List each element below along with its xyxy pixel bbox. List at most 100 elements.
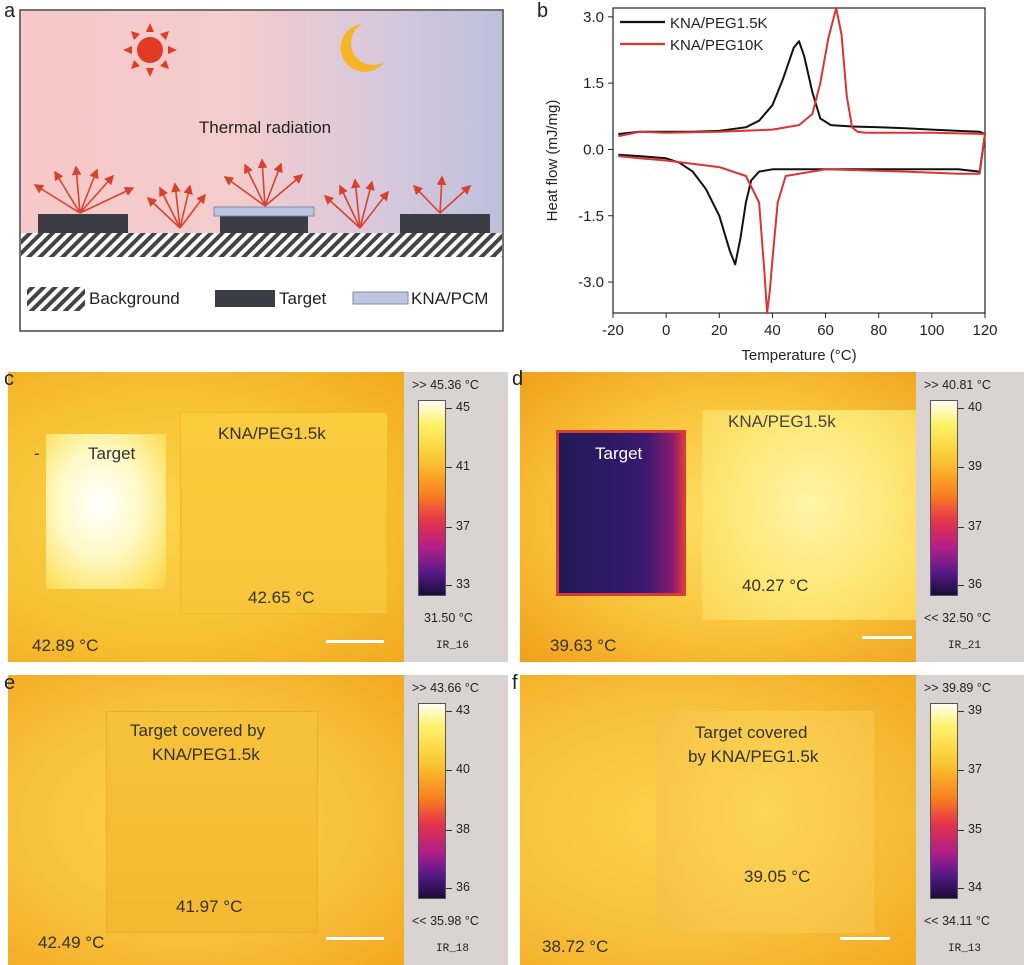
x-tick-label: 20 — [711, 322, 728, 339]
x-tick-label: 40 — [764, 322, 781, 339]
color-bar — [930, 703, 958, 899]
x-tick-label: 100 — [919, 322, 944, 339]
scale-tick-label: 36 — [968, 577, 982, 591]
ir-panel-c: Target KNA/PEG1.5k 42.65 °C 42.89 °C - >> 45.… — [8, 372, 508, 662]
scale-tick-label: 38 — [456, 822, 470, 836]
scale-tick-label: 40 — [968, 400, 982, 414]
overlay-label-line2: by KNA/PEG1.5k — [688, 747, 819, 766]
scale-tick-label: 37 — [968, 762, 982, 776]
y-tick-label: 3.0 — [583, 9, 604, 26]
y-axis-label: Heat flow (mJ/mg) — [544, 100, 561, 222]
scale-tick-mark — [446, 527, 452, 528]
scale-bar — [840, 937, 890, 940]
panel-label-f: f — [512, 672, 518, 694]
scale-tick-mark — [446, 408, 452, 409]
moon-icon — [340, 24, 384, 72]
overlay-label-line1: Target covered — [695, 723, 808, 742]
scale-tick-mark — [958, 527, 964, 528]
scale-tick-label: 40 — [456, 762, 470, 776]
spot-temperature: 42.89 °C — [32, 636, 99, 655]
color-bar — [930, 400, 958, 596]
x-tick-label: 120 — [972, 322, 997, 339]
color-bar — [418, 400, 446, 596]
panel-a-schematic: Thermal radiation — [19, 9, 504, 332]
legend-background-label: Background — [89, 289, 180, 308]
spot-temperature: 42.49 °C — [38, 933, 105, 952]
sun-icon — [123, 23, 177, 77]
legend-label-2: KNA/PEG10K — [670, 37, 763, 54]
color-bar — [418, 703, 446, 899]
scale-max-label: >> 45.36 °C — [412, 378, 479, 392]
spot-temperature: 39.63 °C — [550, 636, 617, 655]
scale-max-label: >> 39.89 °C — [924, 681, 991, 695]
x-tick-label: 80 — [870, 322, 887, 339]
scale-tick-mark — [446, 711, 452, 712]
scale-tick-mark — [446, 585, 452, 586]
target-region — [106, 711, 318, 933]
target-region — [556, 430, 686, 596]
region-temperature: 41.97 °C — [176, 897, 243, 916]
marker-dash: - — [34, 444, 40, 463]
scale-tick-label: 33 — [456, 577, 470, 591]
scale-tick-label: 37 — [968, 519, 982, 533]
panel-label-a: a — [4, 0, 16, 22]
y-tick-label: -1.5 — [578, 208, 604, 225]
scale-tick-mark — [446, 830, 452, 831]
scale-tick-mark — [958, 711, 964, 712]
scale-tick-label: 39 — [968, 703, 982, 717]
image-id-label: IR_18 — [436, 943, 470, 955]
target-block-left — [38, 214, 128, 234]
series-line-2 — [618, 7, 986, 314]
scale-min-label: << 34.11 °C — [924, 914, 990, 928]
panel-label-d: d — [512, 368, 524, 390]
scale-tick-mark — [958, 467, 964, 468]
image-id-label: IR_13 — [948, 943, 982, 955]
spot-temperature: 38.72 °C — [542, 937, 609, 956]
y-tick-label: -3.0 — [578, 274, 604, 291]
thermal-image: Target KNA/PEG1.5k 40.27 °C 39.63 °C — [520, 372, 920, 662]
x-tick-label: 60 — [817, 322, 834, 339]
ir-panel-f: Target covered by KNA/PEG1.5k 39.05 °C 38.7… — [520, 675, 1024, 965]
scale-tick-label: 39 — [968, 459, 982, 473]
series-line-1 — [618, 40, 986, 266]
scale-min-label: << 35.98 °C — [412, 914, 479, 928]
panel-label-e: e — [4, 672, 16, 694]
kna-sheet-region — [180, 412, 388, 614]
scale-tick-label: 45 — [456, 400, 470, 414]
scale-bar — [326, 937, 384, 940]
image-id-label: IR_21 — [948, 640, 982, 652]
legend-kna-pcm-swatch — [352, 291, 409, 305]
legend-background-swatch — [27, 287, 85, 311]
overlay-label-line2: KNA/PEG1.5k — [152, 745, 260, 764]
overlay-label-line1: Target covered by — [130, 721, 266, 740]
region-temperature: 42.65 °C — [248, 588, 315, 607]
y-tick-label: 0.0 — [583, 141, 604, 158]
scale-tick-label: 37 — [456, 519, 470, 533]
thermal-image: Target KNA/PEG1.5k 42.65 °C 42.89 °C - — [8, 372, 404, 662]
legend-target-label: Target — [279, 289, 327, 308]
color-scale-panel: >> 43.66 °C 43 40 38 36 << 35.98 °C IR_18 — [404, 675, 508, 965]
target-block-right — [400, 214, 490, 234]
radiation-arrows — [33, 158, 472, 229]
kna-label: KNA/PEG1.5k — [218, 424, 326, 443]
thermal-image: Target covered by KNA/PEG1.5k 39.05 °C 38.7… — [520, 675, 916, 965]
scale-tick-mark — [446, 467, 452, 468]
target-label: Target — [595, 444, 643, 463]
region-temperature: 39.05 °C — [744, 867, 811, 886]
kna-pcm-layer — [213, 206, 315, 217]
scale-tick-mark — [958, 888, 964, 889]
scale-tick-label: 36 — [456, 880, 470, 894]
scale-min-label: 31.50 °C — [424, 611, 473, 625]
scale-bar — [862, 636, 912, 639]
scale-tick-label: 34 — [968, 880, 982, 894]
kna-label: KNA/PEG1.5k — [728, 412, 836, 431]
color-scale-panel: >> 45.36 °C 45 41 37 33 31.50 °C IR_16 — [404, 372, 508, 662]
panel-label-c: c — [4, 368, 14, 390]
legend-label-1: KNA/PEG1.5K — [670, 15, 768, 32]
ir-panel-e: Target covered by KNA/PEG1.5k 41.97 °C 42.4… — [8, 675, 508, 965]
target-block-middle — [220, 216, 308, 234]
scale-tick-label: 41 — [456, 459, 470, 473]
plot-frame — [612, 7, 986, 314]
scale-tick-mark — [446, 770, 452, 771]
target-region — [46, 434, 166, 589]
